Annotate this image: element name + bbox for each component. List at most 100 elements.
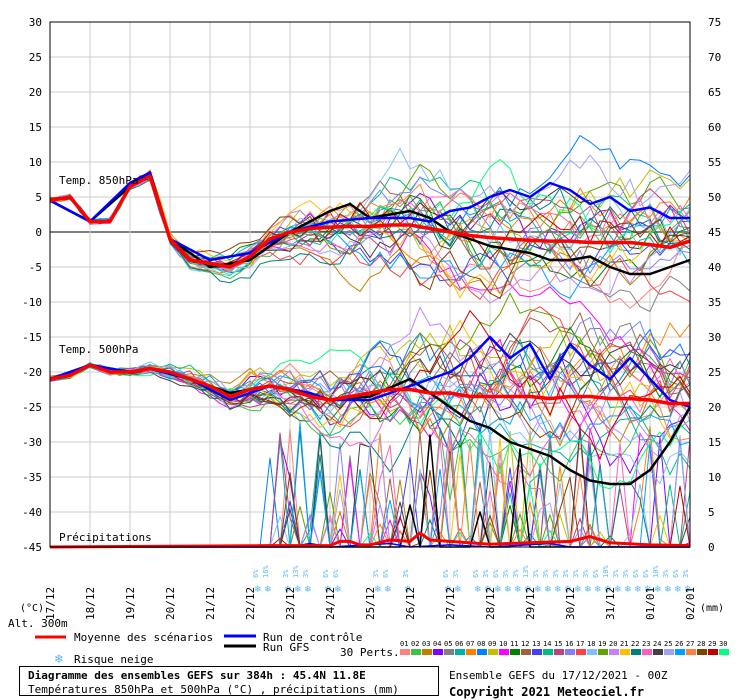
snowflake-icon: ❄ bbox=[604, 585, 612, 595]
ensemble-member-number: 08 bbox=[477, 640, 485, 648]
snow-risk-percent: 3% bbox=[662, 569, 670, 578]
snowflake-icon: ❄ bbox=[304, 585, 312, 595]
ensemble-member-swatch bbox=[554, 649, 564, 655]
snow-risk-percent: 3% bbox=[562, 569, 570, 578]
ensemble-member-number: 07 bbox=[466, 640, 474, 648]
ensemble-members-legend: 01 02 03 04 05 06 07 08 09 10 11 12 13 14 15 16 17 18 19 20… bbox=[400, 640, 729, 655]
snowflake-icon: ❄ bbox=[564, 585, 572, 595]
ensemble-member-number: 01 bbox=[400, 640, 408, 648]
ensemble-member-number: 02 bbox=[411, 640, 419, 648]
x-tick-label: 25/12 bbox=[364, 587, 377, 620]
ensemble-member-swatch bbox=[400, 649, 410, 655]
y-left-tick-label: 15 bbox=[29, 121, 42, 134]
y-right-tick-label: 15 bbox=[708, 436, 721, 449]
snow-risk-percent: 3% bbox=[572, 569, 580, 578]
y-left-tick-label: -5 bbox=[29, 261, 42, 274]
snow-risk-percent: 3% bbox=[552, 569, 560, 578]
ensemble-member-number: 19 bbox=[598, 640, 606, 648]
legend-mean-label: Moyenne des scénarios bbox=[74, 631, 213, 644]
ensemble-member-number: 21 bbox=[620, 640, 628, 648]
legend-snow-label: Risque neige bbox=[74, 653, 153, 666]
ensemble-member-number: 20 bbox=[609, 640, 617, 648]
y-right-tick-label: 45 bbox=[708, 226, 721, 239]
x-tick-label: 01/01 bbox=[644, 587, 657, 620]
ensemble-member-t500-line bbox=[50, 349, 691, 490]
snowflake-icon: ❄ bbox=[594, 585, 602, 595]
y-right-tick-label: 20 bbox=[708, 401, 721, 414]
ensemble-member-number: 18 bbox=[587, 640, 595, 648]
x-tick-label: 26/12 bbox=[404, 587, 417, 620]
legend-control-label: Run de contrôle bbox=[263, 631, 362, 644]
snowflake-icon: ❄ bbox=[514, 585, 522, 595]
snow-risk-percent: 3% bbox=[372, 569, 380, 578]
y-left-tick-label: 20 bbox=[29, 86, 42, 99]
ensemble-member-number: 27 bbox=[686, 640, 694, 648]
ensemble-member-number: 26 bbox=[675, 640, 683, 648]
snow-risk-percent: 3% bbox=[452, 569, 460, 578]
ensemble-member-swatch bbox=[697, 649, 707, 655]
t500-section-label: Temp. 500hPa bbox=[59, 343, 138, 356]
x-tick-label: 31/12 bbox=[604, 587, 617, 620]
x-tick-label: 22/12 bbox=[244, 587, 257, 620]
main-series-lines bbox=[49, 171, 692, 549]
y-left-tick-label: -40 bbox=[22, 506, 42, 519]
ensemble-member-swatch bbox=[411, 649, 421, 655]
ensemble-member-number: 16 bbox=[565, 640, 573, 648]
ensemble-member-swatch bbox=[576, 649, 586, 655]
snow-risk-percent: 6% bbox=[382, 569, 390, 578]
ensemble-member-swatch bbox=[620, 649, 630, 655]
x-tick-label: 18/12 bbox=[84, 587, 97, 620]
snow-risk-percent: 13% bbox=[522, 565, 530, 578]
y-left-tick-label: -30 bbox=[22, 436, 42, 449]
ensemble-member-swatch bbox=[521, 649, 531, 655]
ensemble-member-number: 06 bbox=[455, 640, 463, 648]
y-right-tick-label: 55 bbox=[708, 156, 721, 169]
snowflake-icon: ❄ bbox=[634, 585, 642, 595]
ensemble-member-number: 29 bbox=[708, 640, 716, 648]
snowflake-icon: ❄ bbox=[384, 585, 392, 595]
run-label: Ensemble GEFS du 17/12/2021 - 00Z bbox=[449, 669, 668, 682]
y-right-tick-label: 50 bbox=[708, 191, 721, 204]
x-tick-label: 23/12 bbox=[284, 587, 297, 620]
plot-frame bbox=[49, 21, 691, 548]
ensemble-member-swatch bbox=[609, 649, 619, 655]
ensemble-member-swatch bbox=[543, 649, 553, 655]
snowflake-icon: ❄ bbox=[544, 585, 552, 595]
y-right-tick-label: 60 bbox=[708, 121, 721, 134]
ensemble-member-number: 30 bbox=[719, 640, 727, 648]
snow-risk-percent: 6% bbox=[642, 569, 650, 578]
ensemble-member-number: 14 bbox=[543, 640, 551, 648]
snowflake-icon: ❄ bbox=[404, 585, 412, 595]
snowflake-icon: ❄ bbox=[374, 585, 382, 595]
ensemble-member-swatch bbox=[433, 649, 443, 655]
snow-risk-percent: 6% bbox=[332, 569, 340, 578]
ensemble-member-number: 10 bbox=[499, 640, 507, 648]
snowflake-icon: ❄ bbox=[584, 585, 592, 595]
ensemble-member-number: 28 bbox=[697, 640, 705, 648]
y-right-tick-label: 10 bbox=[708, 471, 721, 484]
snowflake-icon: ❄ bbox=[654, 585, 662, 595]
ensemble-member-swatch bbox=[510, 649, 520, 655]
y-left-tick-label: -45 bbox=[22, 541, 42, 554]
y-left-tick-label: 30 bbox=[29, 16, 42, 29]
snow-risk-percent: 6% bbox=[492, 569, 500, 578]
snow-risk-percent: 3% bbox=[302, 569, 310, 578]
y-left-tick-label: 25 bbox=[29, 51, 42, 64]
snowflake-icon: ❄ bbox=[664, 585, 672, 595]
ensemble-member-swatch bbox=[708, 649, 718, 655]
ensemble-member-swatch bbox=[642, 649, 652, 655]
x-tick-label: 30/12 bbox=[564, 587, 577, 620]
snowflake-icon: ❄ bbox=[624, 585, 632, 595]
y-right-tick-label: 35 bbox=[708, 296, 721, 309]
snow-risk-percent: 6% bbox=[632, 569, 640, 578]
x-tick-label: 27/12 bbox=[444, 587, 457, 620]
ensemble-member-number: 17 bbox=[576, 640, 584, 648]
snowflake-icon: ❄ bbox=[334, 585, 342, 595]
snowflake-icon: ❄ bbox=[644, 585, 652, 595]
snowflake-icon: ❄ bbox=[524, 585, 532, 595]
altitude-label: Alt. 300m bbox=[8, 617, 68, 630]
y-left-tick-label: 10 bbox=[29, 156, 42, 169]
snowflake-icon: ❄ bbox=[454, 585, 462, 595]
snow-risk-percent: 3% bbox=[622, 569, 630, 578]
